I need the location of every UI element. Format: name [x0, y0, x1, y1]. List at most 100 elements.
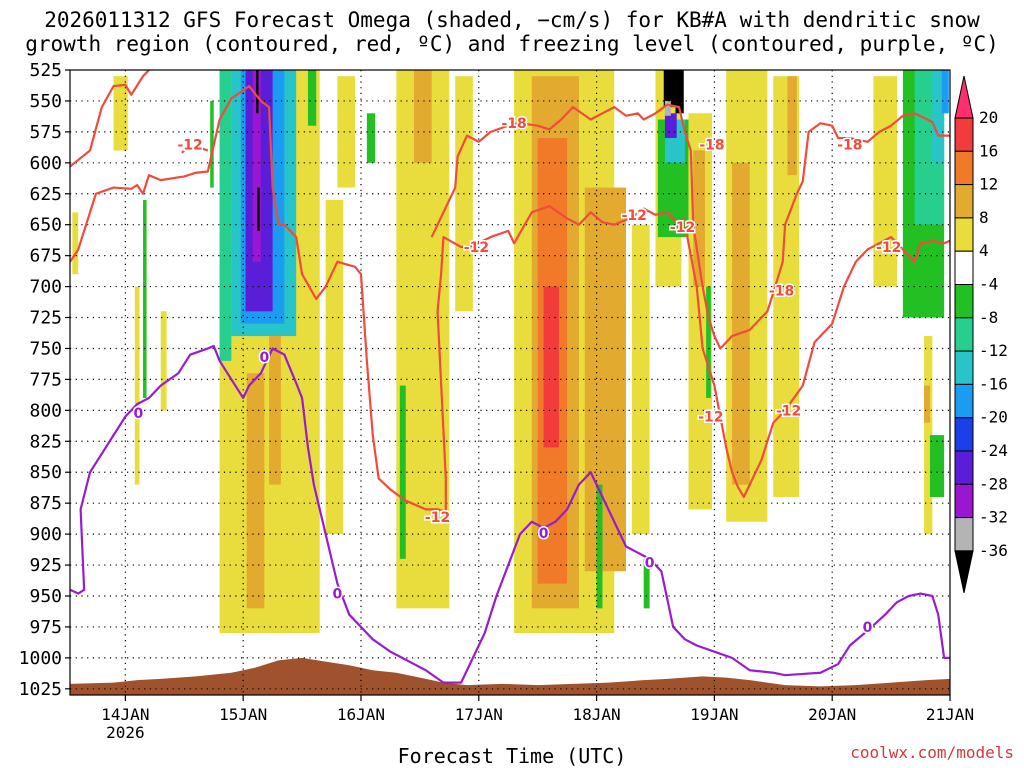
- y-tick-label: 625: [29, 184, 62, 205]
- contour-label: 0: [133, 406, 143, 422]
- omega-cell: [787, 76, 797, 176]
- omega-cell: [596, 484, 603, 609]
- omega-cell: [664, 113, 677, 139]
- legend-label: -8: [979, 308, 998, 327]
- x-tick-label: 18JAN: [573, 705, 621, 724]
- contours: [70, 70, 950, 684]
- plot-frame: [69, 69, 951, 696]
- contour-label: -12: [670, 220, 695, 236]
- legend-label: -12: [979, 341, 1008, 360]
- legend-label: 4: [979, 241, 989, 260]
- omega-cell: [399, 385, 406, 559]
- y-tick-label: 525: [29, 60, 62, 81]
- omega-shading: [72, 70, 949, 634]
- omega-cell: [246, 373, 265, 609]
- terrain-fill: [70, 657, 950, 695]
- contour-line: [70, 344, 950, 684]
- omega-cell: [732, 162, 750, 485]
- y-tick-label: 700: [29, 277, 62, 298]
- y-tick-label: 550: [29, 91, 62, 112]
- omega-cell: [693, 150, 705, 287]
- contour-label: -12: [425, 510, 450, 526]
- omega-cell: [160, 311, 167, 411]
- legend-swatch: [954, 117, 974, 152]
- y-tick-label: 775: [29, 369, 62, 390]
- legend-label: -28: [979, 474, 1008, 493]
- contour-label: 0: [645, 556, 655, 572]
- contour-line: [181, 145, 209, 154]
- omega-cell: [307, 70, 317, 126]
- legend-top-arrow: [954, 75, 974, 119]
- x-tick-label: 17JAN: [455, 705, 503, 724]
- contour-line: [430, 103, 687, 238]
- y-tick-label: 800: [29, 400, 62, 421]
- omega-cell: [706, 286, 711, 398]
- contour-label: -12: [464, 240, 489, 256]
- contour-line: [683, 112, 950, 350]
- x-tick-label: 15JAN: [219, 705, 267, 724]
- legend-label: -32: [979, 508, 1008, 527]
- contour-label: -12: [622, 208, 647, 224]
- contour-label: 0: [260, 350, 270, 366]
- y-tick-label: 675: [29, 246, 62, 267]
- legend-label: -20: [979, 408, 1008, 427]
- omega-cell: [643, 558, 650, 609]
- omega-cell: [584, 187, 627, 572]
- x-tick-sublabel: 2026: [106, 723, 145, 742]
- y-tick-label: 1025: [19, 679, 62, 700]
- legend-swatch: [954, 483, 974, 519]
- legend-label: 16: [979, 141, 998, 160]
- omega-cell: [929, 435, 945, 497]
- contour-label: 0: [333, 587, 343, 603]
- contour-line: [70, 84, 447, 513]
- contour-label: -12: [876, 240, 901, 256]
- x-tick-label: 16JAN: [337, 705, 385, 724]
- omega-cell: [72, 212, 79, 275]
- y-tick-label: 975: [29, 617, 62, 638]
- omega-cell: [932, 70, 945, 163]
- omega-cell: [143, 199, 147, 398]
- omega-cell: [941, 70, 949, 114]
- omega-cell: [256, 70, 259, 114]
- omega-cell: [366, 113, 376, 163]
- omega-cell: [663, 70, 676, 108]
- legend-swatch: [954, 517, 974, 552]
- legend-label: 8: [979, 208, 989, 227]
- y-tick-label: 950: [29, 586, 62, 607]
- y-tick-label: 600: [29, 153, 62, 174]
- omega-cell: [675, 70, 684, 114]
- terrain: [70, 657, 950, 695]
- omega-cell: [543, 286, 559, 448]
- contour-label: -12: [776, 403, 801, 419]
- chart-title-line-2: growth region (contoured, red, ºC) and f…: [25, 32, 999, 56]
- contour-label: -18: [501, 116, 526, 132]
- legend-swatch: [954, 450, 974, 485]
- omega-cell: [134, 286, 140, 485]
- omega-cell: [210, 100, 214, 188]
- omega-cell: [924, 385, 930, 423]
- contour-label: 0: [863, 620, 873, 636]
- x-tick-label: 21JAN: [926, 705, 974, 724]
- y-tick-label: 725: [29, 308, 62, 329]
- legend-swatch: [954, 150, 974, 186]
- y-tick-label: 825: [29, 431, 62, 452]
- legend-label: -24: [979, 441, 1008, 460]
- legend-swatch: [954, 250, 974, 285]
- contour-label: -18: [769, 283, 794, 299]
- y-tick-label: 750: [29, 338, 62, 359]
- y-tick-label: 650: [29, 215, 62, 236]
- legend-label: -16: [979, 374, 1008, 393]
- y-axis: 525 550 575 600 625 650 675 700 725 750 775 800 825 8…: [19, 60, 70, 700]
- legend-label: -4: [979, 275, 998, 294]
- omega-cell: [669, 162, 680, 213]
- legend-swatch: [954, 184, 974, 219]
- y-tick-label: 850: [29, 462, 62, 483]
- omega-cell: [924, 336, 933, 535]
- omega-cell: [257, 187, 260, 231]
- x-axis-title: Forecast Time (UTC): [397, 744, 627, 768]
- legend-label: -36: [979, 541, 1008, 560]
- omega-cell: [219, 70, 232, 361]
- contour-line: [70, 70, 150, 168]
